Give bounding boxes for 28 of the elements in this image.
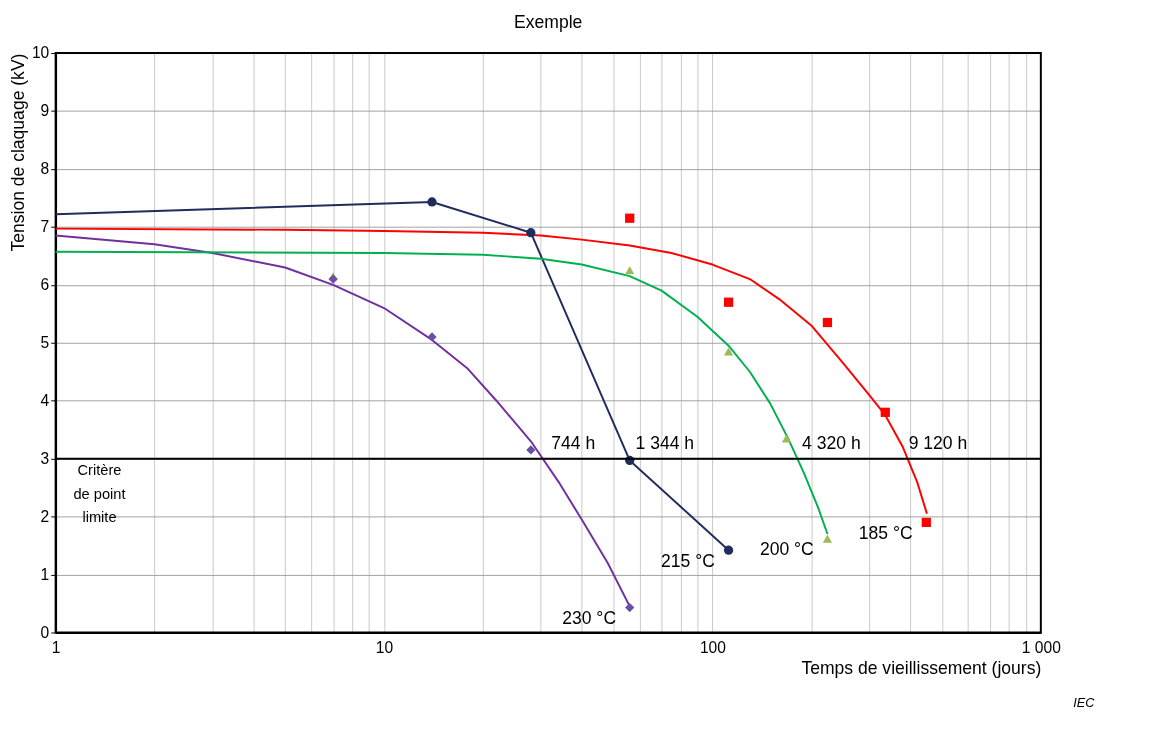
chart-title: Exemple — [514, 11, 583, 32]
x-tick-label: 10 — [375, 639, 394, 657]
annotation: 744 h — [551, 432, 596, 453]
series-label: 215 °C — [661, 550, 715, 571]
series-label: 200 °C — [759, 539, 814, 560]
annotation: 1 344 h — [635, 432, 695, 453]
annotation: 9 120 h — [908, 432, 968, 453]
ref-line-label: Critère de point limite — [73, 462, 126, 526]
y-tick-label: 9 — [40, 102, 50, 120]
series-label: 230 °C — [562, 608, 617, 629]
x-tick-label: 100 — [699, 639, 727, 657]
y-tick-label: 3 — [40, 450, 50, 468]
y-tick-label: 4 — [40, 392, 50, 410]
y-tick-label: 10 — [31, 44, 50, 62]
text: IEC — [1073, 695, 1096, 710]
y-axis-title: Tension de claquage (kV) — [8, 53, 29, 252]
x-tick-label: 1 — [51, 639, 61, 657]
y-tick-label: 5 — [40, 334, 50, 352]
y-tick-label: 8 — [40, 160, 50, 178]
x-axis-title: Temps de vieillissement (jours) — [801, 657, 1042, 678]
x-tick-label: 1 000 — [1021, 639, 1062, 657]
y-tick-label: 0 — [40, 623, 50, 641]
y-tick-label: 2 — [40, 507, 50, 525]
y-tick-label: 1 — [40, 565, 50, 583]
y-tick-label: 6 — [40, 276, 50, 294]
y-tick-label: 7 — [40, 218, 50, 236]
series-label: 185 °C — [858, 522, 913, 543]
annotation: 4 320 h — [802, 432, 861, 453]
